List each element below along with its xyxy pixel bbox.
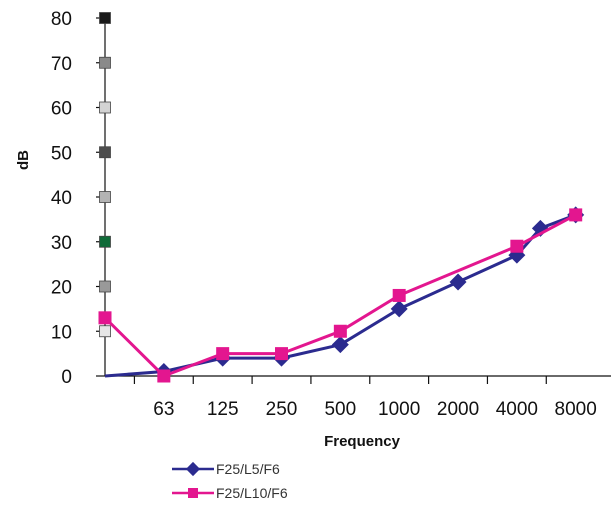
x-tick-label-1000: 1000 [378, 399, 420, 420]
y-tick-label-0: 0 [61, 367, 72, 388]
y-tick-label-60: 60 [51, 99, 72, 120]
y-axis-title: dB [15, 150, 32, 170]
level-marker-50 [99, 146, 111, 159]
y-tick-label-30: 30 [51, 233, 72, 254]
y-axis: 0 10 20 30 40 50 60 70 80 [51, 9, 106, 388]
point-f25-l10-f6-4 [333, 324, 347, 338]
series-f25-l5-f6 [104, 206, 585, 381]
point-f25-l10-f6-6 [510, 239, 524, 253]
level-marker-80 [99, 12, 111, 24]
point-f25-l10-f6-3 [275, 347, 289, 361]
y-tick-label-70: 70 [51, 54, 72, 75]
x-tick-label-8000: 8000 [555, 399, 597, 420]
legend-label-f25-l10-f6: F25/L10/F6 [216, 485, 288, 501]
x-tick-label-125: 125 [207, 399, 239, 420]
y-tick-label-20: 20 [51, 278, 72, 299]
level-markers [99, 12, 111, 338]
point-f25-l10-f6-5 [392, 288, 406, 302]
level-marker-30 [99, 235, 111, 248]
legend-item-f25-l5-f6: F25/L5/F6 [172, 461, 280, 477]
x-axis: 63 125 250 500 1000 2000 4000 8000 [105, 375, 611, 420]
x-tick-label-63: 63 [153, 399, 174, 420]
y-tick-label-40: 40 [51, 188, 72, 209]
legend-diamond-icon [185, 461, 201, 477]
y-tick-label-80: 80 [51, 9, 72, 30]
x-tick-label-500: 500 [324, 399, 356, 420]
legend-item-f25-l10-f6: F25/L10/F6 [172, 485, 288, 501]
series-lines [98, 206, 585, 383]
level-marker-10 [99, 325, 111, 338]
point-f25-l5-f6-4 [331, 336, 349, 354]
level-marker-70 [99, 56, 111, 69]
point-f25-l10-f6-1 [157, 369, 171, 383]
point-f25-l5-f6-6 [449, 273, 467, 291]
x-tick-label-4000: 4000 [496, 399, 538, 420]
x-axis-title: Frequency [324, 433, 401, 450]
point-f25-l10-f6-2 [216, 347, 230, 361]
level-marker-60 [99, 101, 111, 114]
series-f25-l10-f6 [98, 208, 583, 383]
legend: F25/L5/F6 F25/L10/F6 [172, 461, 288, 501]
point-f25-l10-f6-7 [569, 208, 583, 222]
point-f25-l5-f6-5 [390, 300, 408, 318]
level-marker-20 [99, 280, 111, 293]
legend-square-icon [188, 488, 198, 498]
x-tick-label-2000: 2000 [437, 399, 479, 420]
x-tick-label-250: 250 [266, 399, 298, 420]
series-line-f25-l10-f6 [103, 213, 577, 378]
y-tick-label-10: 10 [51, 322, 72, 343]
level-marker-40 [99, 191, 111, 203]
point-f25-l10-f6-0 [98, 311, 112, 325]
y-tick-label-50: 50 [51, 143, 72, 164]
legend-label-f25-l5-f6: F25/L5/F6 [216, 461, 280, 477]
